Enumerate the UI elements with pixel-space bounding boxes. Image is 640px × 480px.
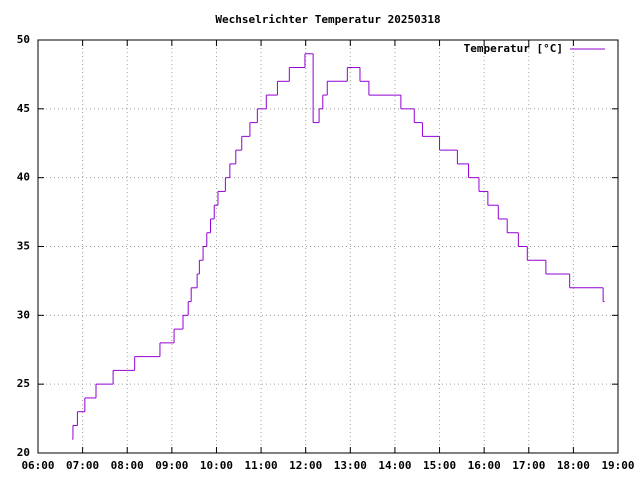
y-tick-label: 50 xyxy=(17,33,30,46)
y-tick-label: 40 xyxy=(17,171,30,184)
x-tick-label: 15:00 xyxy=(423,459,456,472)
x-tick-label: 18:00 xyxy=(557,459,590,472)
y-tick-label: 25 xyxy=(17,377,30,390)
x-tick-label: 12:00 xyxy=(289,459,322,472)
x-tick-label: 10:00 xyxy=(200,459,233,472)
x-tick-label: 19:00 xyxy=(601,459,634,472)
x-tick-label: 14:00 xyxy=(378,459,411,472)
y-tick-label: 45 xyxy=(17,102,30,115)
x-tick-label: 06:00 xyxy=(21,459,54,472)
x-tick-label: 13:00 xyxy=(334,459,367,472)
chart-title: Wechselrichter Temperatur 20250318 xyxy=(215,13,440,26)
x-tick-label: 09:00 xyxy=(155,459,188,472)
x-tick-label: 16:00 xyxy=(468,459,501,472)
x-tick-label: 07:00 xyxy=(66,459,99,472)
x-tick-label: 08:00 xyxy=(111,459,144,472)
y-tick-label: 35 xyxy=(17,240,30,253)
y-tick-label: 20 xyxy=(17,446,30,459)
y-tick-label: 30 xyxy=(17,308,30,321)
plot-frame xyxy=(37,39,619,454)
step-riser xyxy=(72,53,604,440)
x-tick-label: 17:00 xyxy=(512,459,545,472)
legend-label: Temperatur [°C] xyxy=(464,42,563,55)
x-tick-label: 11:00 xyxy=(245,459,278,472)
